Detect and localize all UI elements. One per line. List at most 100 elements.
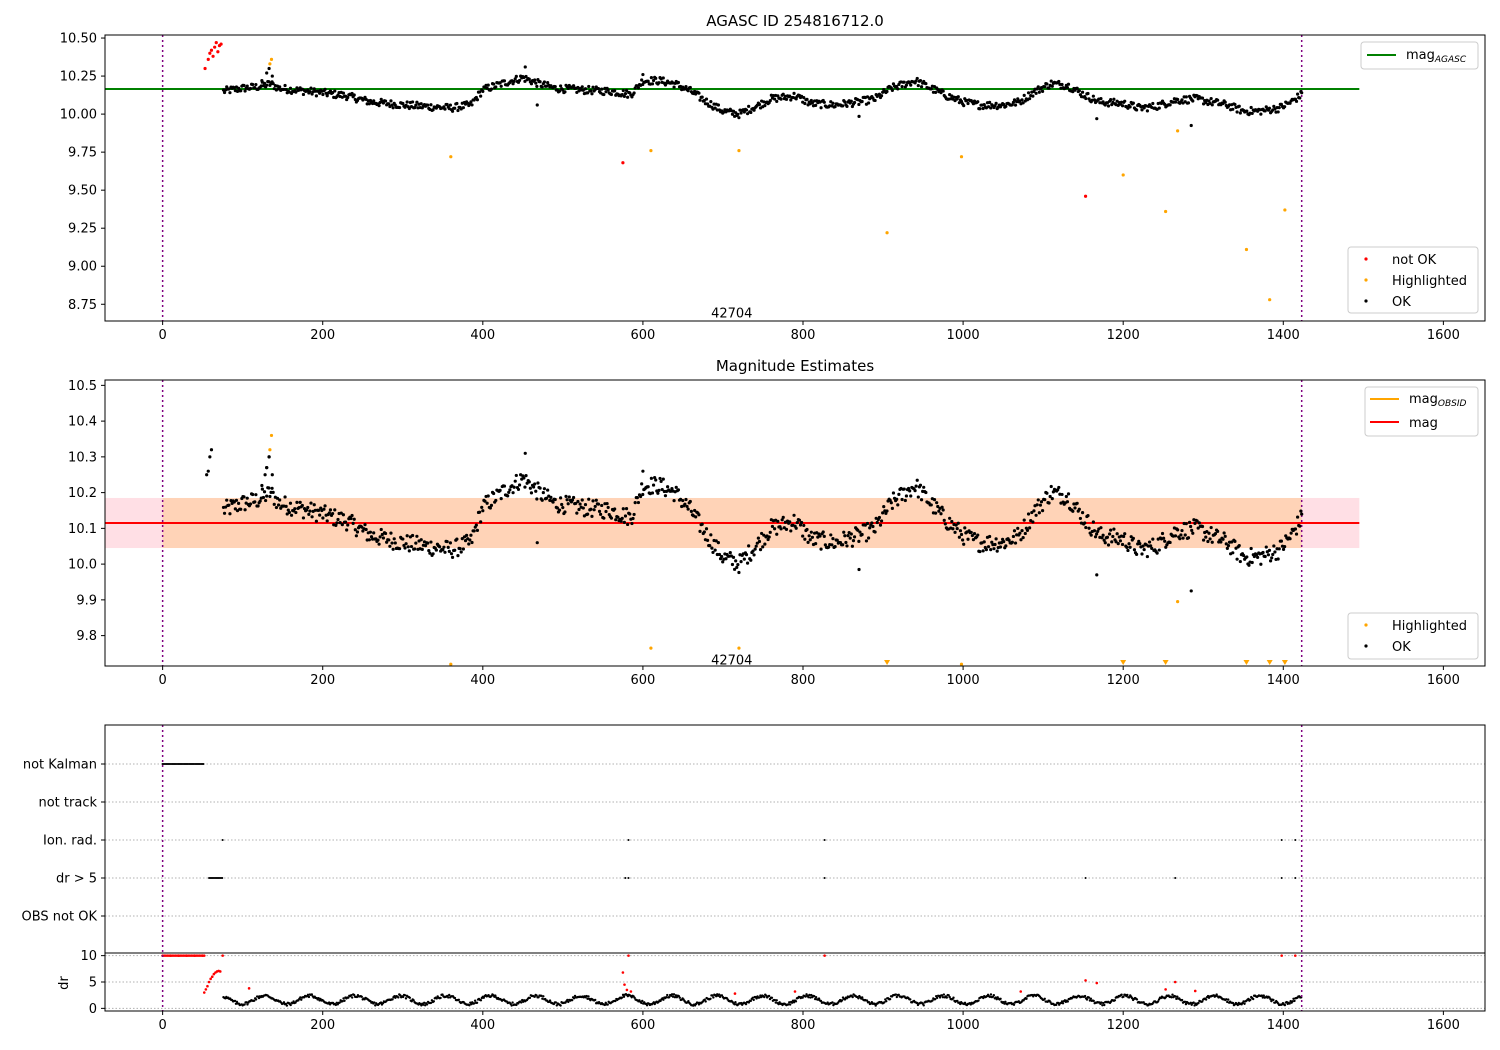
ok-point [873,530,877,534]
ok-point [1037,511,1041,515]
x-tick-label: 0 [158,673,166,688]
ok-point [801,534,805,538]
ok-point [354,534,358,538]
ok-point [800,520,804,525]
dr-point [733,1003,736,1006]
ok-point [293,507,297,511]
ok-point [814,542,818,546]
ok-point [1127,542,1131,546]
ok-point [351,521,355,525]
highlighted-point [1176,600,1180,604]
ok-point [753,547,757,551]
dr-flagged-point [627,954,630,957]
dr-point [720,994,724,997]
ok-point [301,92,306,97]
highlighted-point [737,149,741,153]
ok-point [528,486,532,490]
ok-point [336,517,340,522]
dr-flagged-point [247,987,251,990]
dr-point [1243,1002,1246,1005]
ok-point [809,530,813,534]
y-tick-label: 9.50 [68,184,97,199]
ok-point [620,93,624,97]
ok-point [566,502,570,506]
dr-point [826,1001,829,1004]
dr-point [894,993,898,996]
ok-point [646,79,650,83]
ok-point [222,511,227,515]
ok-point [1078,516,1083,521]
ok-point [730,112,735,116]
dr-point [1262,994,1265,997]
ok-point [1288,537,1292,541]
ok-point [982,103,986,107]
y-tick-label: 9.25 [68,222,97,237]
dr-point [1043,997,1046,1001]
ok-point [350,513,354,518]
ok-point [755,541,759,545]
ok-point [523,451,527,455]
dr-point [554,1001,558,1004]
ok-point [1191,531,1195,535]
ok-point [1294,532,1299,536]
magnitude-estimates-panel: Magnitude Estimates 0 200 400 600 800 1000 120… [68,357,1486,688]
ok-point [709,100,713,104]
dr-point [1003,1002,1006,1005]
dr-flagged-point [212,972,216,976]
ok-point [808,538,812,542]
ok-point [574,501,578,506]
dr-point [1292,997,1295,1000]
ok-point [225,498,229,502]
ok-point [263,473,267,477]
ok-point [1038,503,1043,507]
dr-point [1066,1000,1069,1003]
ok-point [437,545,442,549]
highlighted-point [449,662,453,666]
ok-point [475,528,480,533]
ok-point [1095,573,1099,577]
ok-point [533,482,537,486]
ok-point [289,513,294,517]
dr-flagged-point [629,990,633,993]
ok-point [1002,540,1006,544]
ok-point [1100,536,1104,540]
highlighted-point [1244,247,1249,252]
ok-point [283,83,287,88]
ok-point [587,84,591,89]
ok-point [295,500,299,504]
dr-point [404,997,408,1000]
dr-point [360,995,363,998]
ok-point [206,469,210,473]
ok-point [288,86,293,90]
ok-point [470,540,474,545]
ok-point [353,528,357,532]
ok-point [674,485,678,489]
ok-point [1235,557,1239,561]
ok-point [511,491,515,495]
ok-point [306,505,310,510]
ok-point [527,480,531,484]
ok-point [1157,106,1161,110]
ok-point [1028,97,1032,101]
ok-point [1173,100,1178,104]
ok-point [626,522,630,527]
ok-point [245,84,249,88]
ok-point [256,504,260,508]
ok-point [1140,108,1144,112]
ok-point [870,521,874,525]
ok-point [489,87,494,91]
dr-point [430,999,434,1002]
ok-point [1060,492,1064,497]
ok-point [995,549,999,553]
ok-point [885,89,889,94]
dr-point [787,1003,790,1006]
ok-point [909,494,913,498]
dr-point [922,1004,925,1007]
ok-point [376,538,380,542]
ok-point [897,492,901,497]
ok-point [523,65,527,69]
ok-point [1106,104,1111,108]
ok-point [831,537,835,541]
ok-point [469,533,473,537]
ok-point [666,485,670,489]
